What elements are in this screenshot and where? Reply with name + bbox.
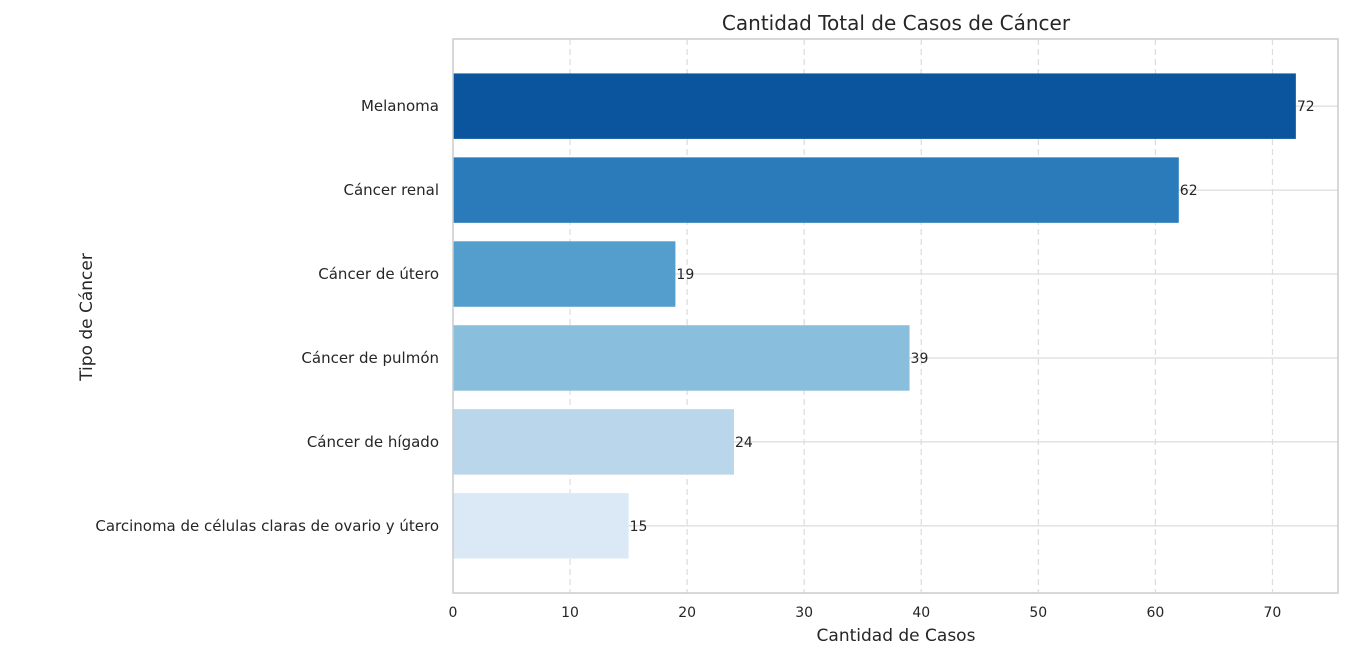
x-tick-label: 50 [1029,605,1047,621]
y-tick-label: Cáncer de útero [318,265,439,283]
data-labels: 72 62 19 39 24 15 [630,99,1315,535]
y-tick-label: Cáncer de hígado [307,433,439,451]
chart-title: Cantidad Total de Casos de Cáncer [722,11,1071,35]
x-tick-labels: 0 10 20 30 40 50 60 70 [449,605,1282,621]
x-tick-label: 60 [1146,605,1164,621]
y-tick-labels: Melanoma Cáncer renal Cáncer de útero Cánce… [95,97,439,535]
y-tick-label: Melanoma [361,97,439,115]
bars [453,73,1296,559]
data-label: 24 [735,435,753,451]
data-label: 62 [1180,183,1198,199]
data-label: 19 [676,267,694,283]
x-tick-label: 20 [678,605,696,621]
axes-frame [452,38,1339,594]
bar [453,73,1296,139]
data-label: 72 [1297,99,1315,115]
x-tick-label: 0 [449,605,458,621]
x-axis-label: Cantidad de Casos [817,626,976,646]
data-label: 39 [911,351,929,367]
bar [453,409,734,475]
bar [453,493,629,559]
bar [453,325,910,391]
y-tick-label: Cáncer renal [343,181,439,199]
x-tick-label: 10 [561,605,579,621]
x-tick-label: 70 [1264,605,1282,621]
y-axis-label: Tipo de Cáncer [77,253,97,382]
bar [453,241,676,307]
x-tick-label: 30 [795,605,813,621]
y-tick-label: Cáncer de pulmón [301,349,439,367]
bar [453,157,1179,223]
y-tick-label: Carcinoma de células claras de ovario y … [95,517,439,535]
data-label: 15 [630,519,648,535]
x-tick-label: 40 [912,605,930,621]
